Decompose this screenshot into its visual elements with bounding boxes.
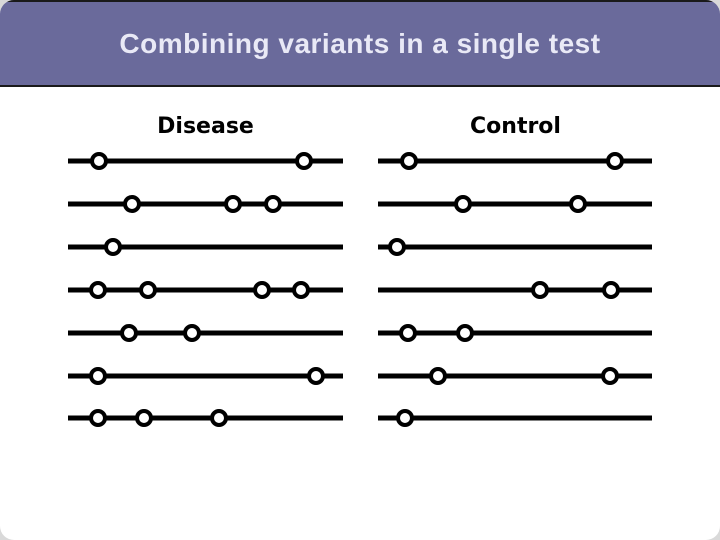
variant-circle bbox=[388, 238, 406, 256]
variant-circle bbox=[295, 152, 313, 170]
variant-circle bbox=[292, 281, 310, 299]
variant-circle bbox=[602, 281, 620, 299]
variant-circle bbox=[89, 367, 107, 385]
variant-circle bbox=[307, 367, 325, 385]
slide-title: Combining variants in a single test bbox=[119, 27, 601, 59]
variant-circle bbox=[606, 152, 624, 170]
variant-circle bbox=[400, 152, 418, 170]
variant-circle bbox=[183, 324, 201, 342]
variant-circle bbox=[264, 195, 282, 213]
variant-circle bbox=[454, 195, 472, 213]
variant-circle bbox=[90, 152, 108, 170]
column-header-disease: Disease bbox=[157, 114, 254, 139]
variant-circle bbox=[123, 195, 141, 213]
variant-circle bbox=[569, 195, 587, 213]
variant-circle bbox=[224, 195, 242, 213]
variant-circle bbox=[139, 281, 157, 299]
variant-circle bbox=[104, 238, 122, 256]
column-header-control: Control bbox=[470, 114, 561, 139]
variant-circle bbox=[531, 281, 549, 299]
variant-circle bbox=[120, 324, 138, 342]
variant-circle bbox=[135, 409, 153, 427]
variant-circle bbox=[429, 367, 447, 385]
variant-circle bbox=[253, 281, 271, 299]
variant-circle bbox=[601, 367, 619, 385]
variant-circle bbox=[456, 324, 474, 342]
variant-circle bbox=[89, 409, 107, 427]
title-bar: Combining variants in a single test bbox=[0, 0, 720, 87]
variant-circle bbox=[210, 409, 228, 427]
variant-circle bbox=[396, 409, 414, 427]
variant-circle bbox=[399, 324, 417, 342]
variant-circle bbox=[89, 281, 107, 299]
